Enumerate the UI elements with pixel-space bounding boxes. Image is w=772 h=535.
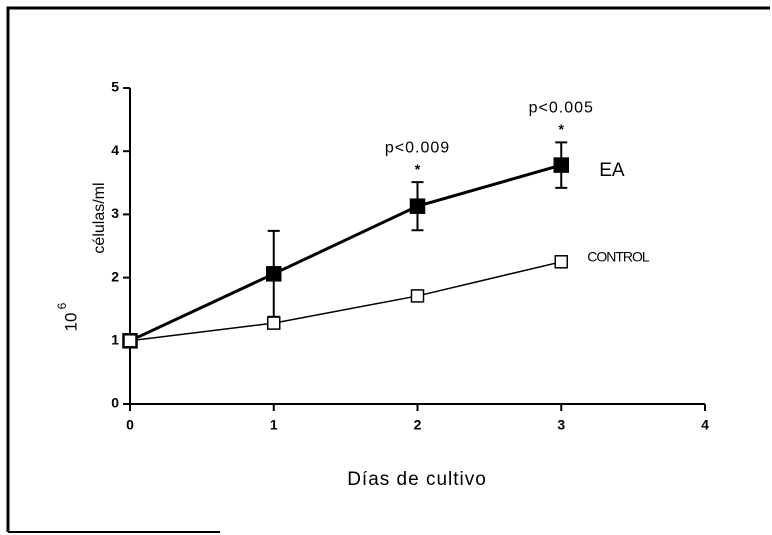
x-tick-label: 4 xyxy=(701,417,709,433)
series-line xyxy=(129,163,562,343)
y-tick-label: 0 xyxy=(111,395,119,411)
significance-star: * xyxy=(415,161,421,177)
series-label: CONTROL xyxy=(587,249,650,265)
data-point xyxy=(123,334,137,348)
p-value: p<0.009 xyxy=(385,139,450,156)
p-value: p<0.005 xyxy=(529,100,594,117)
x-tick-label: 3 xyxy=(557,417,565,433)
x-tick-label: 1 xyxy=(270,417,278,433)
data-point xyxy=(554,255,568,269)
significance-star: * xyxy=(559,121,565,137)
x-axis-label: Días de cultivo xyxy=(347,469,487,490)
data-point xyxy=(267,316,281,330)
series-line xyxy=(129,261,562,342)
y-tick-label: 5 xyxy=(111,79,119,95)
y-axis-multiplier: 10 xyxy=(61,313,80,332)
y-tick-label: 4 xyxy=(111,142,119,158)
y-axis-exponent: 6 xyxy=(55,302,69,309)
series-label: EA xyxy=(599,160,625,181)
y-tick-label: 1 xyxy=(111,332,119,348)
y-tick-label: 2 xyxy=(111,268,119,284)
y-tick-label: 3 xyxy=(111,205,119,221)
y-axis-label: células/ml xyxy=(91,182,108,253)
data-point xyxy=(266,266,282,282)
frame xyxy=(6,6,770,532)
x-tick-label: 2 xyxy=(414,417,422,433)
x-tick-label: 0 xyxy=(126,417,134,433)
data-point xyxy=(553,157,569,173)
data-point xyxy=(409,198,426,214)
data-point xyxy=(410,289,425,303)
